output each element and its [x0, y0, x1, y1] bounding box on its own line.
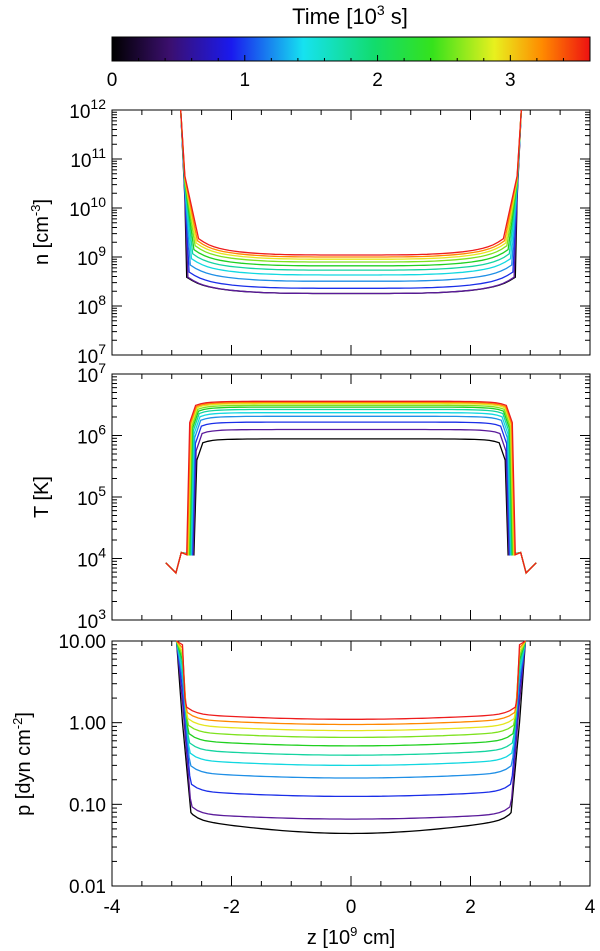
- temperature-series-t9: [165, 401, 537, 575]
- density-axes: 107 108 109 1010 1011 1012: [69, 96, 591, 368]
- pressure-series-t10: [176, 640, 526, 720]
- x-tick-label: 2: [465, 897, 476, 918]
- colorbar-gradient: [111, 36, 591, 62]
- y-tick-label: 105: [77, 483, 106, 510]
- temperature-curves: [165, 400, 537, 575]
- y-tick-label: 106: [77, 422, 106, 449]
- temperature-series-t1: [165, 428, 537, 575]
- temperature-panel: 103 104 105 106 107 T [K]: [31, 360, 591, 633]
- pressure-series-t6: [175, 640, 527, 747]
- temperature-plot-frame: [111, 373, 591, 621]
- density-ylabel: n [cm-3]: [28, 199, 53, 265]
- density-series-t4: [180, 109, 522, 276]
- density-series-t5: [180, 109, 522, 271]
- pressure-series-t9: [176, 640, 526, 726]
- colorbar-tick-label: 1: [239, 70, 250, 91]
- x-tick-label: 0: [346, 897, 357, 918]
- density-series-t2: [180, 109, 522, 289]
- y-tick-label: 10.00: [58, 632, 106, 653]
- y-tick-label: 1010: [69, 194, 106, 221]
- temperature-series-t0: [165, 438, 537, 575]
- y-tick-label: 104: [77, 545, 106, 572]
- temperature-series-t5: [165, 408, 537, 575]
- colorbar: Time [103 s] 0 1 2 3: [107, 2, 591, 91]
- temperature-series-t8: [165, 402, 537, 575]
- pressure-series-t4: [175, 640, 527, 767]
- y-tick-label: 0.01: [69, 877, 106, 898]
- pressure-series-t1: [175, 640, 527, 820]
- density-series-t9: [180, 109, 522, 258]
- pressure-series-t8: [175, 640, 527, 732]
- temperature-series-t7: [165, 404, 537, 575]
- y-tick-label: 107: [77, 360, 106, 387]
- pressure-series-t7: [175, 640, 527, 739]
- x-tick-label: -4: [104, 897, 121, 918]
- y-tick-label: 1012: [69, 96, 106, 123]
- y-tick-label: 1011: [70, 145, 106, 172]
- density-panel: 107 108 109 1010 1011 1012 n [cm-3]: [28, 96, 591, 368]
- temperature-series-t6: [165, 406, 537, 575]
- temperature-axes: 103 104 105 106 107: [77, 360, 591, 633]
- x-tick-label: -2: [223, 897, 240, 918]
- y-tick-label: 109: [77, 243, 106, 270]
- density-curves: [180, 109, 522, 295]
- colorbar-tick-label: 0: [107, 70, 118, 91]
- colorbar-tick-label: 3: [505, 70, 516, 91]
- temperature-series-t4: [165, 412, 537, 575]
- pressure-curves: [175, 640, 527, 835]
- x-axis-label: z [109 cm]: [307, 924, 395, 949]
- pressure-axes: 0.01 0.10 1.00 10.00 -4 -2 0 2 4: [58, 632, 595, 918]
- pressure-panel: 0.01 0.10 1.00 10.00 -4 -2 0 2 4 p [dyn cm-2] z …: [10, 632, 596, 949]
- density-series-t7: [180, 109, 522, 263]
- density-series-t6: [180, 109, 522, 267]
- density-plot-frame: [111, 109, 591, 356]
- density-series-t1: [180, 109, 522, 295]
- colorbar-ticks: 0 1 2 3: [107, 55, 564, 91]
- y-tick-label: 103: [77, 606, 106, 633]
- y-tick-label: 108: [77, 292, 106, 319]
- pressure-ylabel: p [dyn cm-2]: [10, 712, 35, 816]
- pressure-series-t5: [175, 640, 527, 756]
- colorbar-tick-label: 2: [372, 70, 383, 91]
- pressure-series-t3: [175, 640, 527, 779]
- temperature-series-t3: [165, 415, 537, 575]
- density-series-t8: [180, 109, 522, 260]
- temperature-series-t2: [165, 421, 537, 575]
- y-tick-label: 107: [77, 341, 106, 368]
- colorbar-title: Time [103 s]: [292, 2, 408, 29]
- y-tick-label: 1.00: [69, 714, 106, 735]
- x-tick-label: 4: [585, 897, 596, 918]
- temperature-ylabel: T [K]: [31, 476, 53, 518]
- y-tick-label: 0.10: [69, 795, 106, 816]
- density-series-t10: [180, 109, 522, 256]
- temperature-series-t10: [165, 400, 537, 575]
- pressure-series-t0: [175, 640, 527, 835]
- pressure-series-t2: [175, 640, 527, 798]
- density-series-t3: [180, 109, 522, 282]
